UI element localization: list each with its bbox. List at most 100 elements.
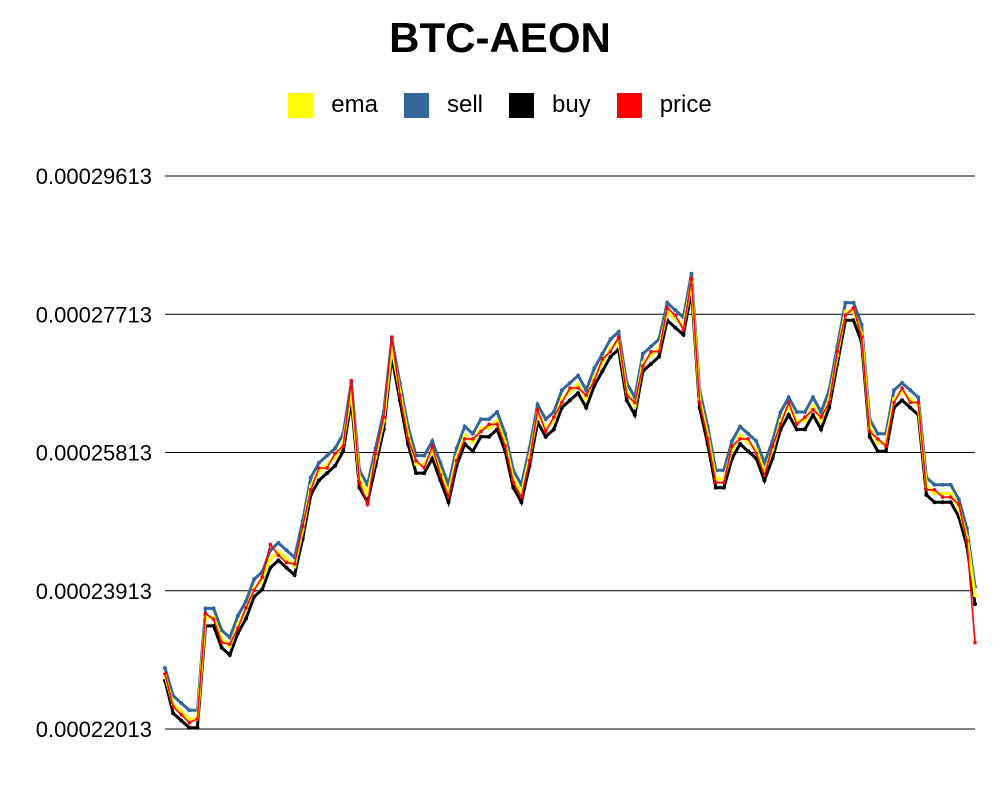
point-sell-85	[851, 300, 856, 305]
point-buy-89	[883, 449, 888, 454]
point-ema-15	[284, 557, 289, 561]
point-price-84	[843, 313, 848, 318]
point-price-92	[908, 400, 912, 405]
point-buy-16	[292, 573, 297, 577]
point-sell-46	[535, 402, 540, 407]
point-price-51	[576, 386, 580, 390]
legend-item-buy[interactable]: buy	[508, 91, 591, 119]
chart-title: BTC-AEON	[389, 14, 611, 61]
point-sell-18	[308, 475, 313, 480]
point-sell-65	[689, 271, 694, 276]
point-buy-80	[811, 412, 815, 417]
point-buy-32	[422, 471, 427, 476]
point-buy-61	[657, 354, 662, 359]
point-buy-58	[632, 412, 637, 417]
point-ema-13	[268, 557, 273, 561]
point-price-54	[600, 357, 605, 361]
point-sell-47	[543, 417, 548, 422]
point-buy-52	[584, 405, 589, 410]
point-price-22	[341, 444, 346, 449]
point-price-60	[649, 349, 653, 354]
point-sell-97	[948, 482, 953, 487]
point-sell-71	[738, 424, 743, 429]
y-tick-label-0: 0.00022013	[36, 717, 152, 742]
point-price-33	[430, 444, 435, 449]
point-buy-82	[827, 405, 832, 410]
point-price-70	[730, 444, 734, 449]
point-buy-68	[713, 485, 718, 490]
point-price-67	[705, 437, 710, 441]
point-buy-2	[179, 718, 184, 723]
point-sell-74	[762, 460, 767, 465]
point-buy-57	[624, 398, 629, 403]
point-sell-11	[252, 577, 257, 582]
point-buy-77	[786, 412, 791, 417]
point-buy-31	[414, 471, 419, 476]
point-buy-79	[802, 427, 807, 432]
point-sell-37	[462, 424, 467, 429]
point-ema-80	[811, 404, 815, 409]
point-price-37	[462, 437, 467, 441]
point-price-79	[803, 415, 807, 419]
legend-label-buy: buy	[551, 91, 591, 118]
point-buy-100	[973, 602, 977, 607]
point-price-44	[519, 495, 524, 499]
point-price-81	[819, 415, 823, 419]
point-ema-41	[495, 418, 500, 423]
point-price-65	[689, 277, 694, 281]
point-buy-53	[592, 383, 597, 388]
point-sell-76	[778, 410, 783, 414]
point-price-77	[786, 400, 791, 405]
point-price-71	[738, 437, 742, 441]
point-price-40	[487, 422, 491, 427]
point-price-64	[681, 327, 686, 332]
point-price-75	[770, 444, 775, 449]
point-price-76	[778, 422, 783, 427]
point-buy-44	[519, 500, 524, 505]
point-price-100	[973, 640, 977, 645]
legend-item-sell[interactable]: sell	[403, 91, 483, 119]
point-sell-36	[454, 446, 459, 451]
point-price-86	[859, 335, 864, 339]
point-sell-59	[640, 351, 645, 356]
point-price-9	[236, 626, 240, 630]
point-sell-70	[730, 439, 734, 444]
point-sell-6	[211, 606, 216, 611]
point-price-39	[479, 429, 483, 434]
point-buy-49	[559, 405, 564, 410]
point-price-48	[552, 415, 556, 419]
point-price-68	[714, 480, 718, 485]
point-ema-95	[932, 491, 937, 496]
point-sell-10	[244, 599, 248, 604]
point-sell-15	[284, 548, 289, 553]
legend-label-price: price	[659, 91, 712, 118]
point-buy-3	[187, 725, 192, 730]
point-price-80	[811, 408, 815, 412]
point-price-95	[932, 488, 937, 492]
point-sell-86	[859, 322, 864, 327]
point-sell-40	[487, 417, 491, 422]
point-price-5	[203, 611, 208, 616]
point-buy-12	[260, 587, 265, 592]
legend-item-ema[interactable]: ema	[288, 91, 378, 119]
series-line-price	[164, 278, 976, 724]
point-ema-100	[973, 593, 977, 598]
point-sell-53	[592, 366, 597, 371]
point-sell-88	[875, 431, 880, 436]
point-buy-40	[487, 434, 491, 439]
point-buy-91	[900, 398, 905, 403]
point-price-55	[608, 349, 613, 354]
point-sell-54	[600, 351, 605, 356]
series-line-ema	[163, 282, 977, 721]
point-buy-94	[924, 492, 929, 497]
point-buy-72	[746, 449, 751, 454]
legend-item-price[interactable]: price	[616, 91, 712, 119]
point-sell-48	[551, 410, 556, 414]
point-price-96	[940, 495, 945, 499]
point-sell-21	[333, 446, 338, 451]
point-sell-77	[786, 395, 791, 400]
point-price-24	[357, 480, 362, 485]
point-ema-31	[414, 462, 419, 467]
point-buy-22	[341, 449, 346, 454]
point-price-56	[616, 335, 621, 339]
